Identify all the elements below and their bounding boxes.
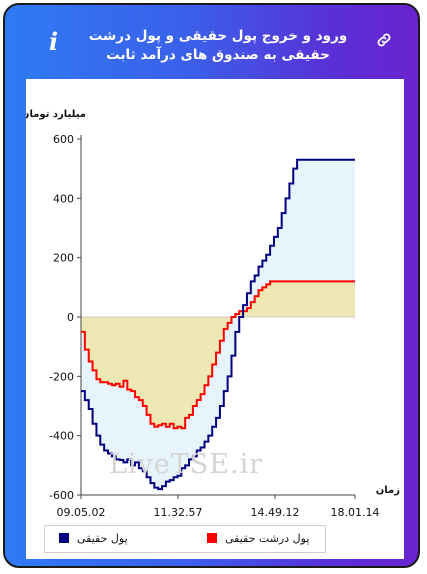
x-tick-label: 14.49.12	[251, 506, 300, 519]
y-tick-label: 0	[67, 311, 74, 324]
y-tick-label: -600	[49, 489, 74, 502]
y-tick-label: -400	[49, 430, 74, 443]
watermark: LiveTSE.ir	[109, 449, 264, 480]
legend-swatch-real-money	[59, 533, 69, 543]
y-tick-label: -200	[49, 370, 74, 383]
y-tick-label: 400	[53, 192, 74, 205]
x-tick-label: 18.01.14	[331, 506, 380, 519]
x-tick-label: 11.32.57	[154, 506, 203, 519]
y-tick-label: 200	[53, 252, 74, 265]
spread-fill-area	[81, 159, 355, 490]
legend-label-big-real-money: پول درشت حقیقی	[225, 532, 310, 545]
legend-label-real-money: پول حقیقی	[77, 532, 128, 545]
link-icon[interactable]	[375, 31, 393, 49]
chart-panel: 600 400 200 0 -200 -400 -600 09.05.02 11.32.57 14…	[26, 79, 404, 559]
y-axis-title: میلیارد تومان	[26, 109, 86, 120]
big-real-money-area	[81, 281, 355, 429]
chart-card: ورود و خروج پول حقیقی و پول درشت حقیقی ب…	[3, 3, 420, 568]
chart-svg: 600 400 200 0 -200 -400 -600 09.05.02 11.32.57 14…	[26, 109, 400, 519]
x-tick-label: 09.05.02	[57, 506, 106, 519]
legend-swatch-big-real-money	[207, 533, 217, 543]
chart-title: ورود و خروج پول حقیقی و پول درشت حقیقی ب…	[88, 28, 348, 63]
y-tick-label: 600	[53, 133, 74, 146]
series-line-big-real-money	[81, 280, 355, 430]
legend: پول حقیقی پول درشت حقیقی	[44, 525, 326, 553]
series-line-real-money	[81, 158, 355, 491]
x-axis-title: زمان	[376, 485, 400, 496]
info-icon[interactable]: i	[49, 27, 59, 56]
